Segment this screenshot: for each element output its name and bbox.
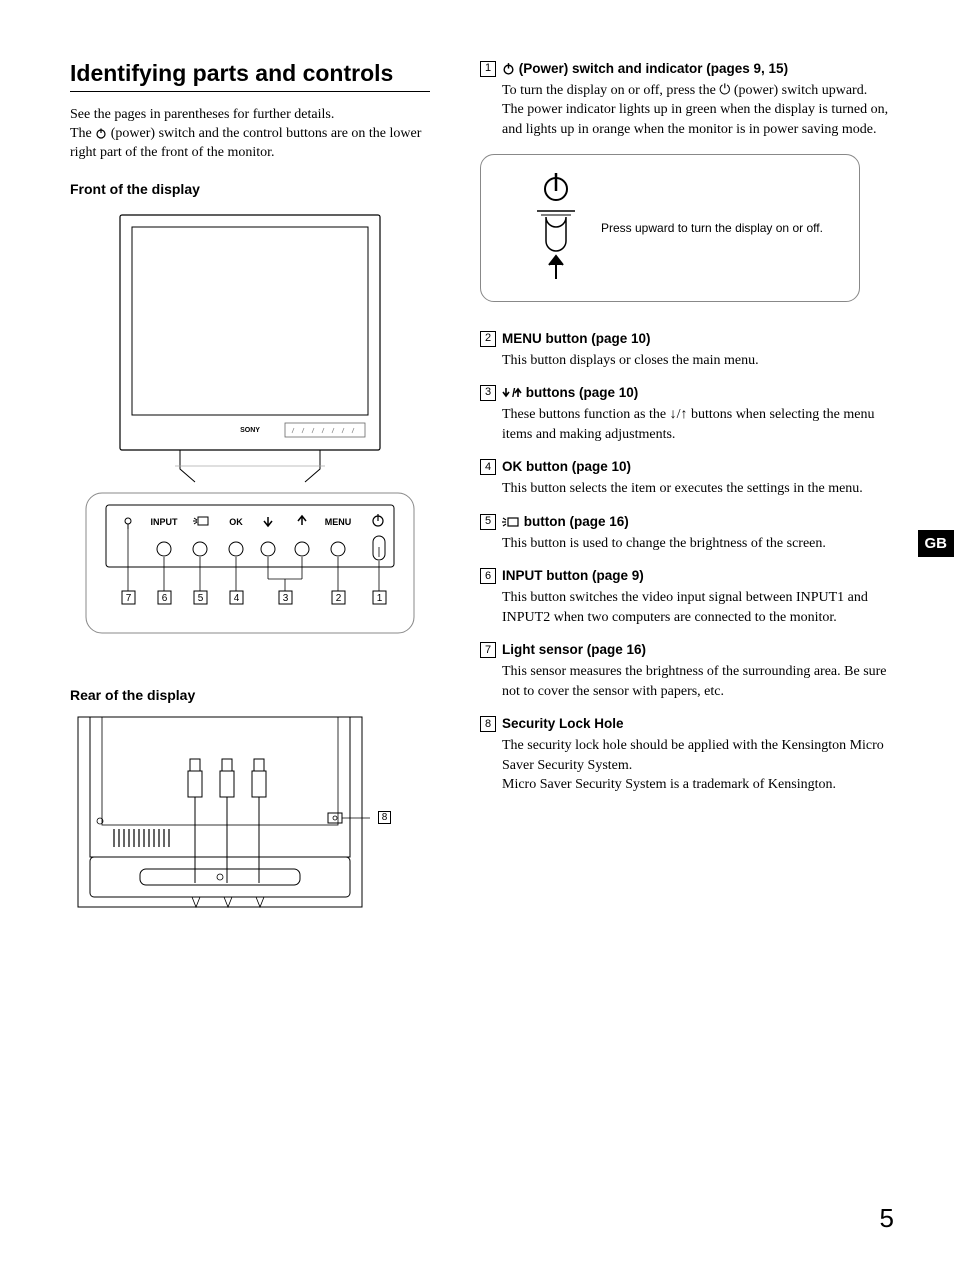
page-title: Identifying parts and controls (70, 60, 430, 92)
item-6: 6 INPUT button (page 9) This button switch… (480, 567, 894, 627)
intro-text: See the pages in parentheses for further… (70, 106, 430, 163)
intro-line2a: The (70, 126, 95, 141)
item-desc: This button selects the item or executes… (502, 479, 894, 499)
item-desc: The security lock hole should be applied… (502, 736, 894, 795)
intro-line1: See the pages in parentheses for further… (70, 107, 334, 122)
item-5: 5 button (page 16) This button is used to… (480, 513, 894, 553)
item-1: 1 (Power) switch and indicator (pages 9,… (480, 60, 894, 140)
item-title: Light sensor (page 16) (502, 641, 894, 660)
item-desc: To turn the display on or off, press the… (502, 81, 894, 140)
svg-text:1: 1 (377, 593, 383, 604)
item-number: 5 (480, 514, 496, 530)
item-number: 6 (480, 568, 496, 584)
item-number: 2 (480, 331, 496, 347)
item-8: 8 Security Lock Hole The security lock hol… (480, 715, 894, 795)
front-diagram: SONY (80, 207, 420, 647)
right-column: 1 (Power) switch and indicator (pages 9,… (480, 60, 894, 913)
item-2: 2 MENU button (page 10) This button displa… (480, 330, 894, 370)
item-desc: This button switches the video input sig… (502, 588, 894, 627)
rear-callout-8: 8 (378, 811, 391, 824)
svg-text:2: 2 (336, 593, 342, 604)
item-title: button (page 16) (502, 513, 894, 532)
item-number: 7 (480, 642, 496, 658)
item-desc: These buttons function as the ↓/↑ button… (502, 405, 894, 444)
rear-diagram: 8 (70, 713, 430, 913)
item-desc: This sensor measures the brightness of t… (502, 662, 894, 701)
item-number: 1 (480, 61, 496, 77)
item-desc: This button is used to change the bright… (502, 534, 894, 554)
svg-text:INPUT: INPUT (151, 517, 179, 527)
item-3: 3 / buttons (page 10) These buttons functi… (480, 384, 894, 444)
item-7: 7 Light sensor (page 16) This sensor measu… (480, 641, 894, 701)
item-title: / buttons (page 10) (502, 384, 894, 403)
item-desc: This button displays or closes the main … (502, 351, 894, 371)
power-icon (95, 127, 107, 139)
svg-text:MENU: MENU (325, 517, 352, 527)
item-title: MENU button (page 10) (502, 330, 894, 349)
item-title: INPUT button (page 9) (502, 567, 894, 586)
item-4: 4 OK button (page 10) This button selects … (480, 458, 894, 498)
svg-text:5: 5 (198, 593, 204, 604)
item-title: OK button (page 10) (502, 458, 894, 477)
item-number: 4 (480, 459, 496, 475)
item-number: 8 (480, 716, 496, 732)
power-instruction-box: Press upward to turn the display on or o… (480, 154, 860, 302)
svg-text:6: 6 (162, 593, 168, 604)
rear-heading: Rear of the display (70, 687, 430, 703)
front-heading: Front of the display (70, 181, 430, 197)
svg-text:SONY: SONY (240, 427, 260, 434)
language-badge: GB (918, 530, 954, 557)
power-box-text: Press upward to turn the display on or o… (601, 221, 823, 235)
svg-text:OK: OK (229, 517, 243, 527)
item-title: (Power) switch and indicator (pages 9, 1… (502, 60, 894, 79)
item-number: 3 (480, 385, 496, 401)
intro-line2b: (power) switch and the control buttons a… (70, 126, 421, 160)
item-title: Security Lock Hole (502, 715, 894, 734)
svg-text:3: 3 (283, 593, 289, 604)
page-number: 5 (880, 1203, 894, 1234)
svg-text:4: 4 (234, 593, 240, 604)
svg-text:7: 7 (126, 593, 132, 604)
